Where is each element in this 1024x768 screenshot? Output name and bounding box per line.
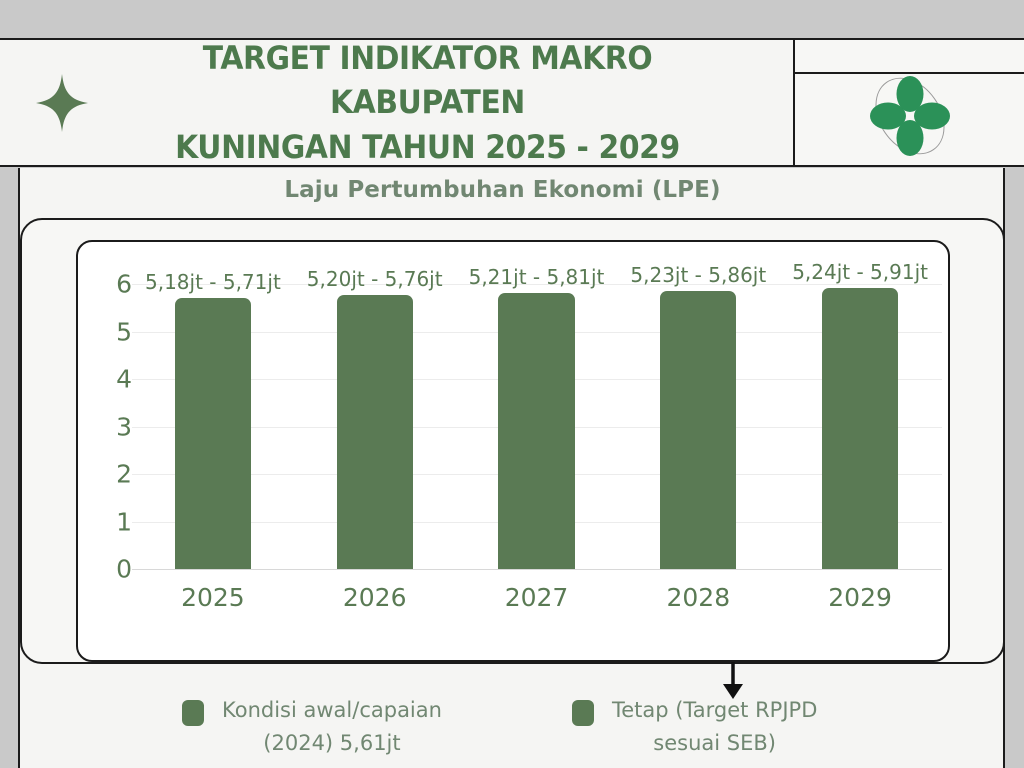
legend-label-line-1: Kondisi awal/capaian <box>222 698 442 722</box>
y-axis-tick-label: 4 <box>116 364 132 394</box>
legend-label-line-2: (2024) 5,61jt <box>263 730 401 755</box>
header-logo-divider <box>795 72 1024 74</box>
arrow-down-icon <box>716 662 750 700</box>
bar-2026[interactable] <box>336 295 413 569</box>
chart-panel: 6 5 4 3 2 1 0 5,18jt - 5,71jt 2025 5,20jt - 5,76j… <box>76 240 950 662</box>
header-logo-section <box>795 40 1024 165</box>
sparkle-icon <box>36 73 88 132</box>
bar-value-label: 5,20jt - 5,76jt <box>306 267 443 292</box>
y-axis-tick-label: 1 <box>116 507 132 536</box>
page-title: TARGET INDIKATOR MAKRO KABUPATEN KUNINGA… <box>104 36 750 168</box>
bar-value-label: 5,23jt - 5,86jt <box>630 262 767 287</box>
x-axis-baseline <box>132 569 942 570</box>
x-axis-tick-label: 2026 <box>342 583 407 612</box>
legend-label-line-1: Tetap (Target RPJPD <box>611 698 818 722</box>
y-axis-tick-label: 3 <box>116 412 132 441</box>
legend-label: Kondisi awal/capaian (2024) 5,61jt <box>222 694 442 759</box>
page-title-line-2: KUNINGAN TAHUN 2025 - 2029 <box>175 127 680 166</box>
legend-item: Tetap (Target RPJPD sesuai SEB) <box>571 694 817 759</box>
bar-2027[interactable] <box>498 293 575 569</box>
bar-value-label: 5,18jt - 5,71jt <box>144 269 281 294</box>
x-axis-tick-label: 2025 <box>181 583 245 612</box>
legend-label: Tetap (Target RPJPD sesuai SEB) <box>612 694 817 759</box>
bar-2025[interactable] <box>174 297 251 569</box>
x-axis-tick-label: 2029 <box>828 583 892 612</box>
chart-subtitle: Laju Pertumbuhan Ekonomi (LPE) <box>284 177 721 203</box>
clover-logo-icon <box>862 73 958 159</box>
legend-item: Kondisi awal/capaian (2024) 5,61jt <box>182 694 442 759</box>
top-background-strip <box>0 0 1024 38</box>
plot-area: 6 5 4 3 2 1 0 5,18jt - 5,71jt 2025 5,20jt - 5,76j… <box>78 242 948 660</box>
bar-value-label: 5,21jt - 5,81jt <box>468 265 605 290</box>
bar-value-label: 5,24jt - 5,91jt <box>792 260 928 285</box>
bar-2029[interactable] <box>822 288 899 569</box>
y-axis-tick-label: 6 <box>116 269 132 299</box>
legend-label-line-2: sesuai SEB) <box>653 730 776 755</box>
y-axis-tick-label: 0 <box>116 554 132 584</box>
chart-legend: Kondisi awal/capaian (2024) 5,61jt Tetap… <box>20 694 1005 759</box>
gridline <box>132 284 942 285</box>
bar-2028[interactable] <box>660 290 737 569</box>
header-band: TARGET INDIKATOR MAKRO KABUPATEN KUNINGA… <box>0 38 1024 167</box>
x-axis-tick-label: 2027 <box>504 583 569 612</box>
legend-swatch-icon <box>571 700 594 726</box>
header-title-section: TARGET INDIKATOR MAKRO KABUPATEN KUNINGA… <box>0 39 795 166</box>
y-axis-tick-label: 5 <box>116 317 132 346</box>
y-axis-tick-label: 2 <box>116 459 132 489</box>
legend-swatch-icon <box>182 700 204 726</box>
page-title-line-1: TARGET INDIKATOR MAKRO KABUPATEN <box>202 39 653 122</box>
x-axis-tick-label: 2028 <box>666 583 731 612</box>
